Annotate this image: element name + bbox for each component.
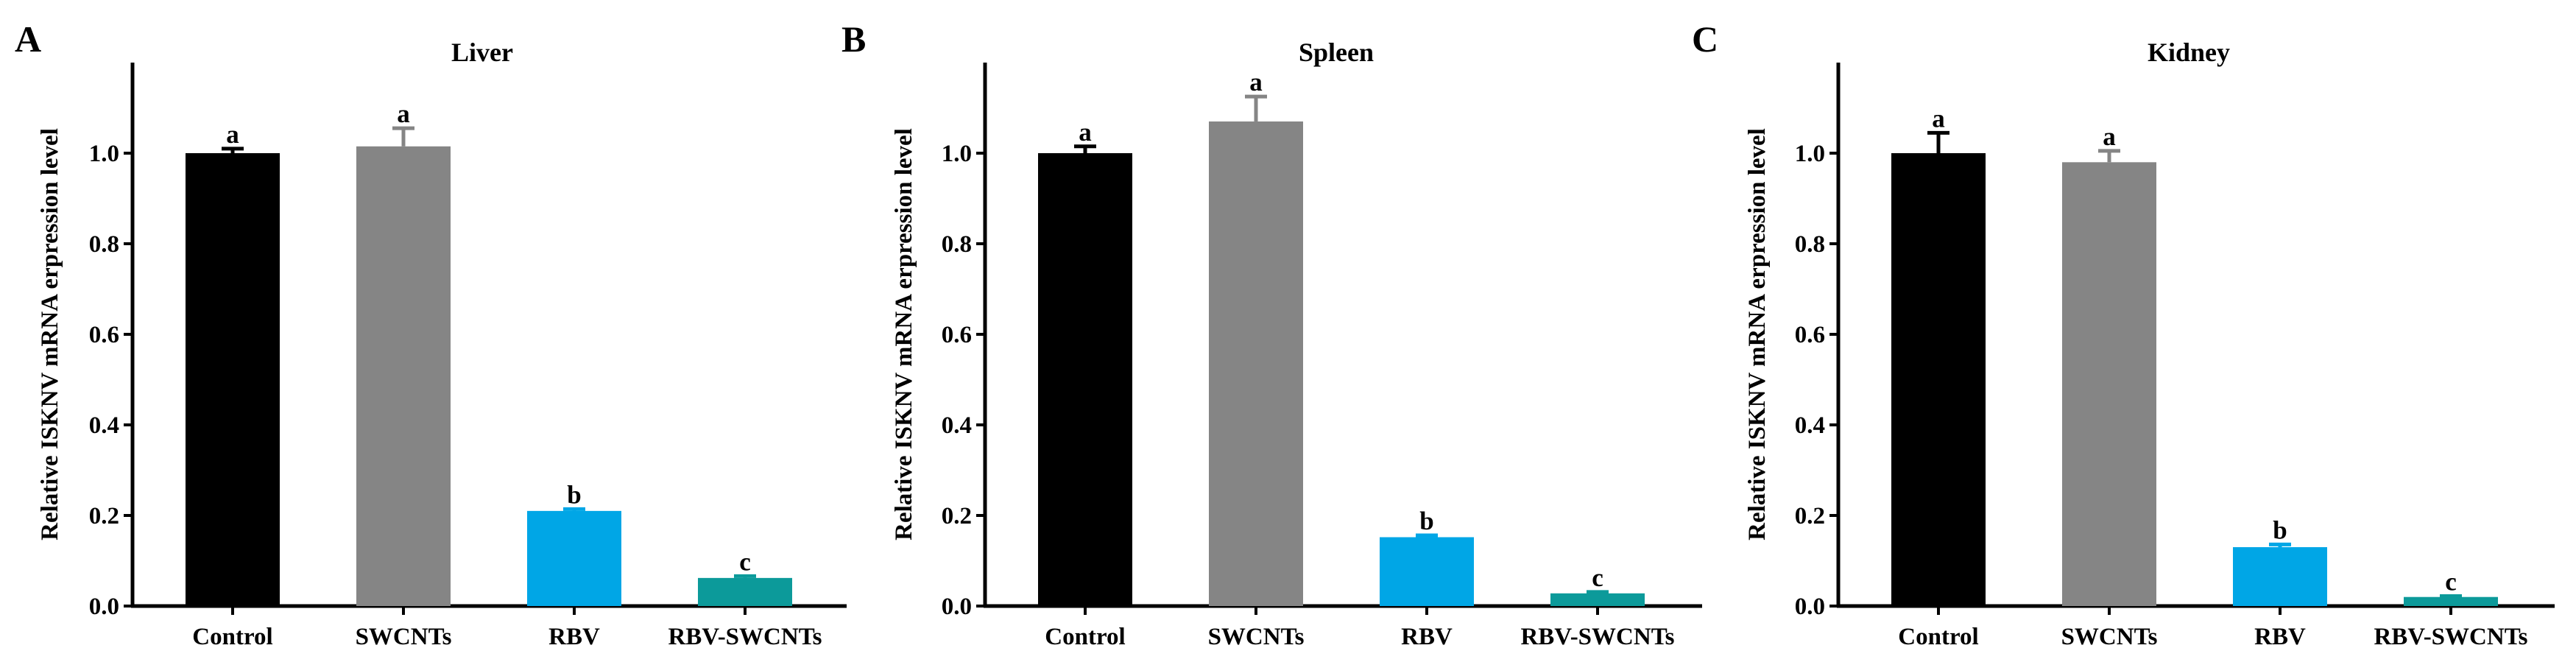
bar-control bbox=[1038, 153, 1132, 606]
significance-label: c bbox=[1592, 563, 1603, 592]
panel-title: Kidney bbox=[2148, 38, 2230, 67]
y-tick-label: 0.6 bbox=[89, 322, 119, 348]
significance-label: a bbox=[2103, 122, 2116, 151]
bar-rbv bbox=[2233, 547, 2327, 606]
significance-label: a bbox=[1932, 104, 1945, 133]
significance-label: a bbox=[226, 120, 239, 149]
y-tick-label: 0.4 bbox=[942, 412, 972, 439]
x-tick-label: RBV bbox=[1401, 624, 1453, 650]
bar-control bbox=[1891, 153, 1986, 606]
bar-swcnts bbox=[356, 146, 451, 606]
panel-title: Spleen bbox=[1299, 38, 1374, 67]
y-tick-label: 0.0 bbox=[942, 594, 972, 620]
y-tick-label: 0.4 bbox=[89, 412, 119, 439]
y-tick-label: 0.4 bbox=[1795, 412, 1825, 439]
y-tick-label: 0.2 bbox=[1795, 503, 1825, 529]
y-tick-label: 0.6 bbox=[942, 322, 972, 348]
bar-rbv-swcnts bbox=[698, 577, 792, 606]
panel-letter: A bbox=[15, 18, 41, 60]
y-tick-label: 0.8 bbox=[1795, 231, 1825, 258]
y-tick-label: 1.0 bbox=[1795, 141, 1825, 167]
x-tick-label: RBV-SWCNTs bbox=[1520, 624, 1674, 650]
x-tick-label: SWCNTs bbox=[2061, 624, 2158, 650]
panel-letter: C bbox=[1692, 18, 1718, 60]
y-tick-label: 0.2 bbox=[942, 503, 972, 529]
x-tick-label: RBV bbox=[2254, 624, 2306, 650]
y-tick-label: 1.0 bbox=[942, 141, 972, 167]
x-tick-label: RBV bbox=[548, 624, 600, 650]
panel-title: Liver bbox=[451, 38, 513, 67]
bar-control bbox=[186, 153, 280, 606]
significance-label: a bbox=[1079, 118, 1092, 147]
y-axis-label: Relative ISKNV mRNA erpression level bbox=[891, 128, 917, 540]
x-tick-label: Control bbox=[192, 624, 272, 650]
y-tick-label: 0.2 bbox=[89, 503, 119, 529]
y-axis-label: Relative ISKNV mRNA erpression level bbox=[37, 128, 63, 540]
panel-letter: B bbox=[841, 18, 866, 60]
bar-rbv bbox=[527, 510, 621, 606]
significance-label: b bbox=[567, 480, 581, 509]
x-tick-label: SWCNTs bbox=[356, 624, 452, 650]
bar-rbv bbox=[1380, 537, 1474, 606]
x-tick-label: Control bbox=[1898, 624, 1978, 650]
significance-label: c bbox=[739, 547, 751, 576]
x-tick-label: SWCNTs bbox=[1208, 624, 1305, 650]
bar-rbv-swcnts bbox=[1550, 593, 1645, 606]
significance-label: b bbox=[2273, 515, 2287, 544]
significance-label: a bbox=[397, 99, 410, 128]
y-tick-label: 0.8 bbox=[942, 231, 972, 258]
y-tick-label: 1.0 bbox=[89, 141, 119, 167]
y-tick-label: 0.6 bbox=[1795, 322, 1825, 348]
y-tick-label: 0.0 bbox=[1795, 594, 1825, 620]
y-tick-label: 0.0 bbox=[89, 594, 119, 620]
x-tick-label: RBV-SWCNTs bbox=[668, 624, 822, 650]
y-tick-label: 0.8 bbox=[89, 231, 119, 258]
x-tick-label: Control bbox=[1045, 624, 1125, 650]
significance-label: a bbox=[1249, 68, 1263, 96]
x-tick-label: RBV-SWCNTs bbox=[2374, 624, 2527, 650]
bar-swcnts bbox=[1209, 121, 1303, 606]
bar-rbv-swcnts bbox=[2404, 596, 2498, 606]
bar-swcnts bbox=[2062, 162, 2156, 607]
y-axis-label: Relative ISKNV mRNA erpression level bbox=[1744, 128, 1771, 540]
significance-label: c bbox=[2445, 567, 2457, 596]
significance-label: b bbox=[1419, 507, 1433, 535]
